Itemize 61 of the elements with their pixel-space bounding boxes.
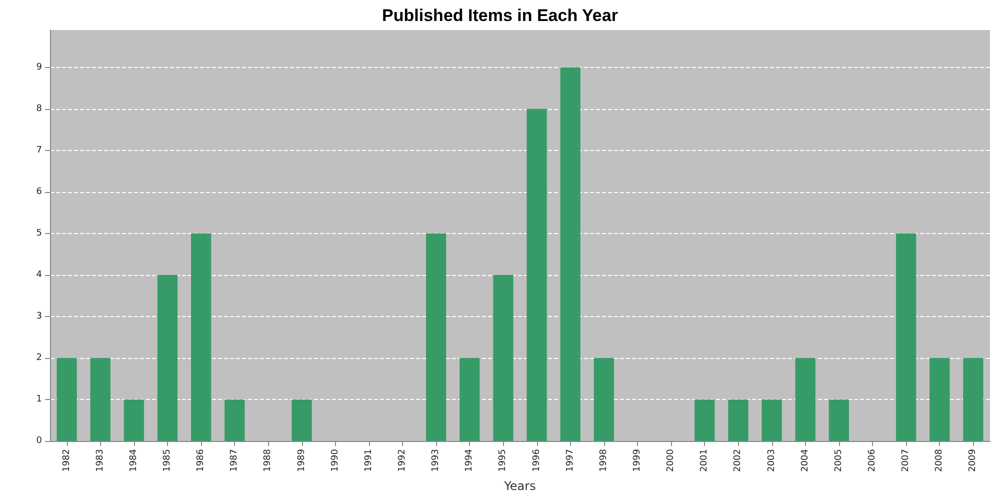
x-tick-label: 1998	[598, 448, 609, 472]
x-tick-label: 2009	[968, 448, 978, 472]
y-tick-label: 9	[36, 62, 42, 72]
bar	[795, 358, 816, 441]
x-tick-label: 2004	[800, 448, 810, 472]
x-tick-label: 1988	[263, 448, 274, 472]
bar	[930, 358, 950, 441]
bar	[157, 274, 178, 441]
y-tick-label: 2	[36, 352, 42, 363]
x-tick-label: 2003	[766, 449, 777, 472]
x-tick-label: 1993	[431, 449, 442, 472]
x-tick-label: 1986	[196, 448, 206, 472]
y-tick-label: 0	[36, 436, 42, 446]
x-tick-label: 1982	[62, 449, 72, 472]
bar	[493, 274, 514, 441]
bar	[292, 399, 312, 441]
x-tick-label: 2000	[666, 448, 676, 472]
x-tick-label: 1983	[95, 449, 106, 472]
x-tick-label: 2006	[868, 448, 878, 472]
y-tick-label: 1	[36, 394, 42, 404]
x-tick-label: 2007	[901, 449, 912, 472]
x-tick-label: 2008	[934, 448, 945, 472]
bar	[896, 233, 916, 441]
x-tick-label: 2005	[834, 449, 844, 472]
x-tick-label: 1985	[162, 449, 172, 472]
x-tick-label: 1996	[532, 448, 542, 472]
bar	[56, 358, 77, 441]
x-tick-label: 1994	[464, 448, 475, 472]
x-tick-label: 1989	[296, 448, 307, 472]
x-tick-label: 2002	[733, 449, 744, 472]
y-tick-label: 7	[36, 145, 42, 156]
x-tick-label: 1999	[632, 448, 642, 472]
bar	[124, 399, 144, 441]
bar	[762, 399, 782, 441]
bar	[594, 358, 614, 441]
y-tick-label: 8	[36, 104, 42, 114]
x-tick-label: 1990	[330, 448, 340, 472]
bar	[560, 67, 580, 441]
bar	[963, 358, 984, 441]
x-tick-label: 2001	[700, 449, 710, 472]
bar	[460, 358, 480, 441]
bar	[728, 399, 748, 441]
bar	[694, 399, 715, 441]
bar	[191, 233, 212, 441]
x-tick-label: 1987	[230, 449, 240, 472]
y-tick-label: 4	[36, 270, 42, 280]
bar	[90, 358, 110, 441]
bar	[828, 399, 849, 441]
x-tick-label: 1984	[128, 448, 139, 472]
y-tick-label: 6	[36, 186, 42, 197]
chart-title: Published Items in Each Year	[382, 6, 618, 25]
y-tick-label: 3	[36, 311, 42, 322]
x-axis-title: Years	[503, 478, 536, 493]
x-tick-label: 1991	[364, 449, 374, 472]
x-tick-label: 1992	[398, 449, 408, 472]
y-tick-label: 5	[36, 228, 42, 238]
bar	[426, 233, 446, 441]
bar	[224, 399, 245, 441]
x-tick-label: 1997	[565, 449, 576, 472]
bar	[526, 108, 547, 441]
x-tick-label: 1995	[498, 449, 508, 472]
